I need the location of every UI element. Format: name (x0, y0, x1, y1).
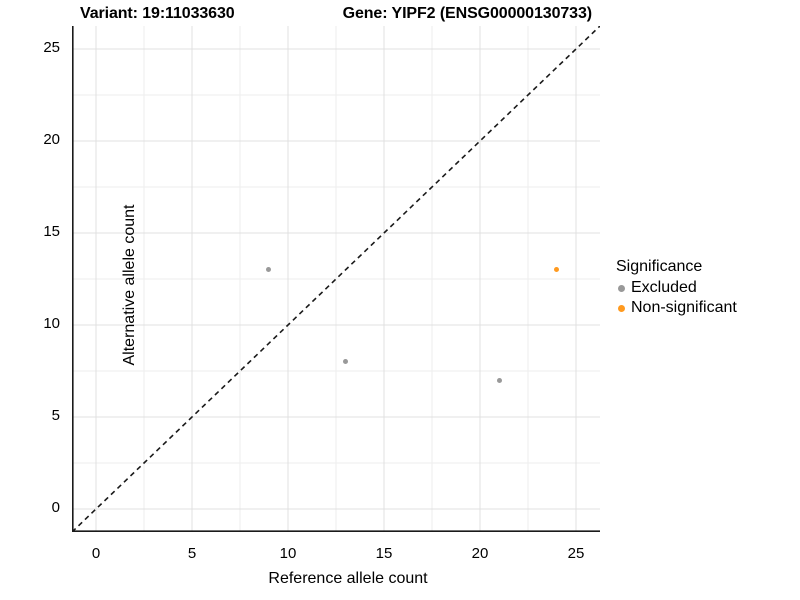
diagonal-reference-line (72, 26, 600, 532)
x-tick-label: 5 (187, 545, 197, 562)
variant-title: Variant: 19:11033630 (80, 5, 235, 22)
y-tick-label: 15 (43, 223, 60, 240)
legend-item[interactable]: Excluded (616, 278, 796, 298)
legend-item-label: Non-significant (631, 299, 737, 316)
x-tick-label: 10 (279, 545, 297, 562)
data-point (554, 267, 560, 273)
chart-title-row: Variant: 19:11033630 Gene: YIPF2 (ENSG00… (72, 2, 600, 26)
data-point (343, 359, 349, 365)
y-tick-label: 0 (51, 499, 60, 516)
x-tick-label: 0 (91, 545, 101, 562)
data-point (496, 377, 502, 383)
y-axis-title: Alternative allele count (121, 204, 138, 366)
legend-item-label: Excluded (631, 279, 697, 296)
y-tick-label: 5 (51, 407, 60, 424)
legend-dot-icon (618, 304, 625, 312)
x-tick-label: 15 (375, 545, 393, 562)
legend: Significance Excluded Non-significant (616, 258, 796, 318)
x-tick-label: 20 (471, 545, 489, 562)
legend-dot-icon (618, 284, 625, 292)
y-tick-label: 10 (43, 315, 60, 332)
gene-title: Gene: YIPF2 (ENSG00000130733) (342, 5, 592, 22)
y-tick-label: 20 (43, 131, 60, 148)
legend-item[interactable]: Non-significant (616, 298, 796, 318)
plot-panel (72, 26, 600, 532)
axis-lines (72, 26, 600, 532)
minor-gridlines (72, 26, 600, 532)
legend-items: Excluded Non-significant (616, 278, 796, 318)
data-point (266, 267, 272, 273)
legend-title: Significance (616, 258, 703, 275)
plot-svg (72, 26, 600, 532)
major-gridlines (72, 26, 600, 532)
y-tick-label: 25 (43, 39, 60, 56)
x-tick-label: 25 (567, 545, 585, 562)
x-axis-title: Reference allele count (268, 570, 428, 587)
